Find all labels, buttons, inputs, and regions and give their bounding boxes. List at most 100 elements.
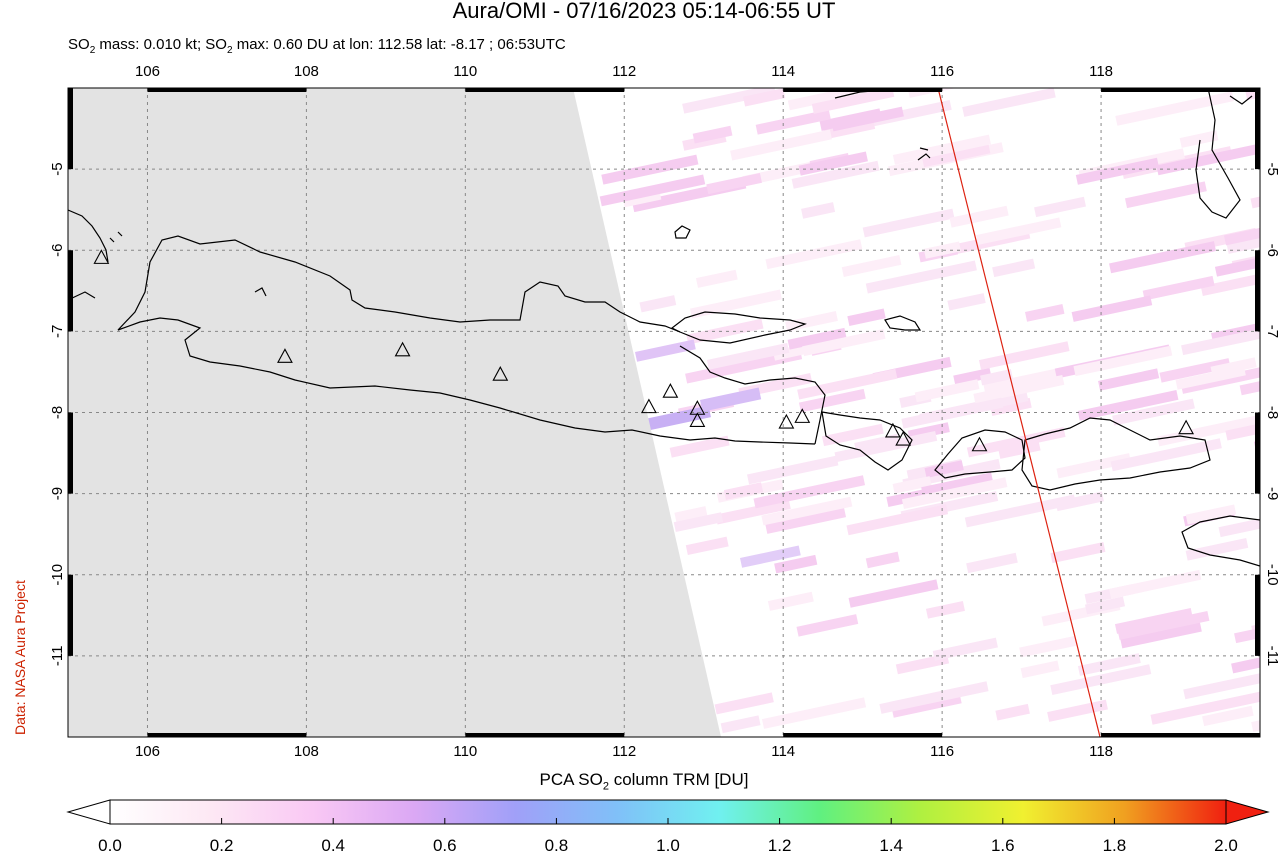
so2-pixel (1077, 653, 1141, 676)
so2-pixel (1200, 268, 1260, 296)
so2-pixel (973, 375, 1065, 404)
so2-pixel (1073, 345, 1173, 377)
so2-pixel (706, 342, 790, 370)
so2-pixel (1202, 705, 1254, 727)
colorbar-tick-label: 0.4 (321, 836, 345, 855)
so2-pixel (1047, 699, 1108, 722)
so2-summary: SO2 mass: 0.010 kt; SO2 max: 0.60 DU at … (68, 36, 566, 56)
frame-bar (1255, 574, 1260, 656)
colorbar-tick-label: 2.0 (1214, 836, 1238, 855)
frame-bar (68, 412, 73, 494)
frame-bar (68, 88, 73, 170)
so2-pixel (978, 341, 1070, 370)
colorbar-over-arrow (1225, 799, 1270, 825)
so2-pixel (1259, 272, 1260, 289)
so2-pixel (1226, 233, 1260, 254)
so2-pixel (1109, 569, 1202, 599)
lat-tick-label-left: -5 (49, 162, 66, 175)
lon-tick-label-top: 114 (771, 63, 795, 80)
colorbar-tick-label: 0.6 (433, 836, 457, 855)
lon-tick-label-bottom: 114 (771, 743, 795, 760)
so2-pixel (755, 109, 831, 135)
so2-pixel (743, 88, 786, 107)
so2-pixel (801, 202, 836, 219)
so2-pixel (860, 99, 952, 129)
so2-pixel (1234, 619, 1260, 644)
lon-tick-label-bottom: 116 (930, 743, 954, 760)
so2-pixel (1084, 596, 1126, 615)
axis-labels: 106 106 108 108 110 110 112 112 114 114 116 116 118 1… (49, 63, 1281, 760)
lat-tick-label-right: -8 (1264, 406, 1281, 419)
so2-pixel (846, 504, 949, 536)
volcano-marker (640, 398, 657, 414)
so2-pixel (925, 601, 965, 619)
so2-pixel (791, 160, 880, 189)
so2-pixel (932, 637, 998, 661)
so2-pixel (639, 295, 677, 313)
so2-pixel (1210, 357, 1257, 377)
so2-pixel (1120, 621, 1202, 649)
so2-pixel (848, 579, 939, 608)
volcano-marker (394, 341, 411, 357)
so2-pixel (747, 455, 839, 485)
so2-pixel (802, 329, 886, 357)
colorbar: 0.0 0.2 0.4 0.6 0.8 1.0 1.2 1.4 1.6 1.8 2.0 (66, 799, 1270, 855)
so2-pixel (976, 217, 1062, 245)
so2-pixel (798, 388, 866, 413)
lon-tick-label-bottom: 110 (453, 743, 477, 760)
so2-pixel (1050, 542, 1106, 564)
so2-pixel (1159, 358, 1231, 383)
so2-pixel (674, 506, 708, 523)
frame-bar (68, 250, 73, 332)
so2-pixel (811, 88, 895, 114)
so2-pixel (1179, 130, 1219, 148)
so2-pixel (699, 387, 762, 412)
so2-pixel (892, 476, 932, 494)
so2-pixel (921, 472, 994, 498)
so2-pixel (841, 254, 902, 277)
lat-tick-label-left: -11 (49, 646, 66, 667)
map-panel: 106 106 108 108 110 110 112 112 114 114 116 116 118 1… (49, 63, 1281, 760)
volcano-marker (778, 413, 795, 429)
so2-pixel (1150, 691, 1260, 725)
so2-pixel (1077, 389, 1179, 421)
so2-pixel (865, 260, 977, 294)
so2-pixel (1185, 538, 1249, 561)
so2-pixel (774, 554, 818, 574)
so2-pixel (966, 552, 1018, 574)
volcano-marker (971, 436, 988, 452)
frame-bar (465, 88, 625, 92)
lon-tick-label-bottom: 108 (294, 743, 319, 760)
so2-pixel (862, 208, 955, 238)
so2-pixel (1225, 422, 1260, 441)
volcano-marker (895, 430, 912, 446)
so2-pixel (962, 88, 1056, 117)
so2-pixel (1117, 610, 1210, 640)
so2-pixel (1218, 517, 1260, 538)
frame-bar (1255, 412, 1260, 494)
lat-tick-label-right: -7 (1264, 325, 1281, 338)
so2-pixel (1071, 295, 1153, 322)
frame-bar (465, 733, 625, 737)
so2-pixel (714, 692, 774, 715)
frame-bar (1255, 88, 1260, 170)
so2-pixel (992, 258, 1036, 278)
swath-edge-line (937, 88, 1101, 737)
colorbar-tick-label: 1.4 (879, 836, 903, 855)
so2-pixel (1157, 414, 1260, 447)
so2-pixel (914, 379, 980, 403)
so2-pixel (1156, 144, 1259, 176)
frame-ticks (68, 88, 1260, 737)
volcano-marker (277, 348, 293, 363)
lon-tick-label-bottom: 106 (135, 743, 160, 760)
so2-pixel (1020, 660, 1060, 679)
so2-pixel (901, 477, 1008, 509)
lon-tick-label-top: 108 (294, 63, 319, 80)
so2-pixel (865, 551, 900, 569)
colorbar-under-arrow (66, 799, 111, 825)
colorbar-tick-label: 1.2 (768, 836, 792, 855)
so2-pixel (685, 349, 803, 384)
lat-tick-label-left: -6 (49, 244, 66, 257)
so2-pixel (995, 703, 1030, 721)
so2-pixel (765, 507, 847, 534)
